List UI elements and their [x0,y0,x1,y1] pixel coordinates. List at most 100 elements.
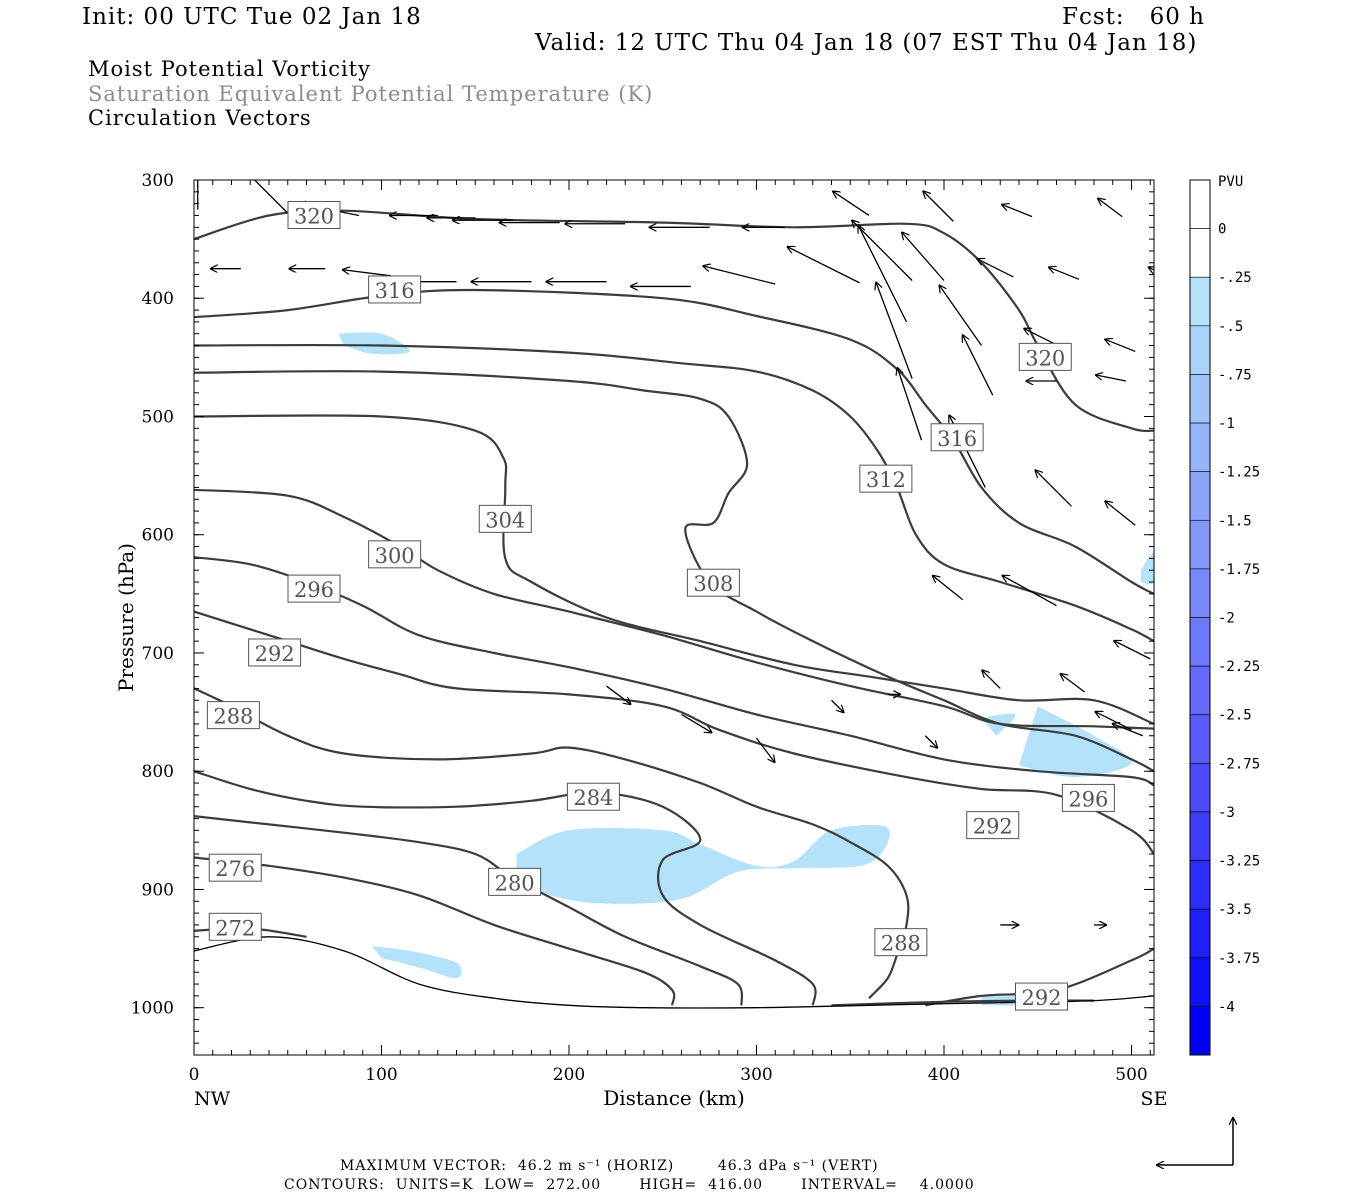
colorbar-swatch [1189,665,1211,716]
contour-line-292 [194,610,1154,855]
colorbar-label: -.25 [1218,270,1252,286]
contour-label-box [1018,342,1072,371]
contour-label-box [248,638,302,667]
contour-label-box [966,811,1020,840]
contour-label-box [874,928,928,957]
colorbar-label: -1.5 [1218,513,1252,529]
x-tick-label: 500 [1115,1065,1147,1085]
colorbar-label: -1 [1218,416,1235,432]
y-axis-title: Pressure (hPa) [114,543,138,692]
circulation-vector [755,737,775,762]
contour-label: 312 [866,468,906,492]
contour-line-284 [194,770,817,1006]
max-vector-note: MAXIMUM VECTOR: 46.2 m s⁻¹ (HORIZ) 46.3 … [340,1158,879,1174]
y-tick-label: 400 [142,289,174,309]
colorbar-label: -2 [1218,611,1235,627]
circulation-vector [1003,576,1057,607]
contour-label-box [368,540,422,569]
contour-label-box [208,912,262,941]
x-tick-label: 300 [740,1065,772,1085]
contour-label: 304 [485,508,525,532]
colorbar-swatch [1189,519,1211,570]
circulation-vector [253,180,289,214]
circulation-vector [343,270,391,277]
y-tick-label: 500 [142,407,174,427]
contour-label: 320 [294,204,334,228]
contour-line-316 [194,288,1154,595]
contour-label-box [1061,783,1115,812]
circulation-vector [1114,641,1151,660]
contour-label: 316 [375,279,415,303]
contour-label: 280 [495,871,535,895]
contour-label-box [478,504,532,533]
circulation-vector [833,191,870,217]
colorbar-label: -4 [1218,999,1235,1015]
circulation-vector [606,685,631,704]
x-tick-label: 100 [365,1065,397,1085]
valid-time: Valid: 12 UTC Thu 04 Jan 18 (07 EST Thu … [535,30,1198,56]
circulation-vector [982,670,1001,689]
contour-label-box [488,867,542,896]
colorbar-swatch [1189,325,1211,375]
contour-label: 316 [937,427,977,451]
colorbar-label: -3 [1218,805,1235,821]
colorbar-label: -2.25 [1218,659,1260,675]
circulation-vector [924,735,937,748]
circulation-vector [898,368,923,441]
contour-line-288 [194,687,910,999]
x-tick-label: 400 [928,1065,960,1085]
contour-label-box [859,464,913,493]
colorbar-label: -2.5 [1218,708,1252,724]
colorbar-swatch [1189,1006,1211,1056]
colorbar-label: -3.75 [1218,951,1260,967]
colorbar-swatch [1189,228,1211,278]
circulation-vector [1149,267,1154,279]
circulation-vector [1096,375,1127,382]
contour-line-308 [194,370,1154,773]
circulation-vector [923,191,954,222]
circulation-vector [1113,724,1143,737]
circulation-vector [933,576,964,601]
x-tick-label: 200 [553,1065,585,1085]
circulation-vector [876,283,913,379]
forecast-hour: Fcst: 60 h [1062,4,1205,30]
contour-label: 296 [294,578,334,602]
circulation-vector [681,713,712,732]
field-title-theta-es: Saturation Equivalent Potential Temperat… [88,82,654,106]
field-title-vectors: Circulation Vectors [88,106,312,130]
circulation-vector [1036,470,1072,507]
init-time: Init: 00 UTC Tue 02 Jan 18 [82,4,422,30]
colorbar-swatch [1189,276,1211,327]
contour-labels: 320 320 316 316 312 308 304 300 296 292 288 288 284 2… [206,200,1115,1011]
contour-label-box [206,701,260,730]
colorbar-label: -3.25 [1218,854,1260,870]
pv-shading-layer [338,332,1154,1006]
contour-label: 292 [255,642,295,666]
terrain-line [194,936,1154,1009]
colorbar-swatch [1189,714,1211,764]
colorbar-label: -.75 [1218,367,1252,383]
pv-region-1 [516,824,890,904]
circulation-vector [1061,674,1086,693]
contour-line-320 [194,209,1154,433]
x-end-label-left: NW [194,1088,231,1110]
contour-label: 300 [375,544,415,568]
contour-label: 320 [1025,346,1065,370]
circulation-vector [1002,205,1033,218]
reference-vector-legend [1157,1118,1233,1165]
pv-region-6 [1140,552,1154,585]
circulation-vector [963,335,994,396]
colorbar-swatch [1189,471,1211,521]
circulation-vector [1098,199,1123,218]
colorbar-swatch [1189,908,1211,959]
pv-region-2 [372,946,462,979]
contour-label-box [930,423,984,452]
circulation-vector [977,259,1014,278]
pv-region-5 [1019,706,1132,778]
colorbar-swatch [1189,568,1211,618]
circulation-vector [831,699,844,712]
circulation-vector [1105,501,1136,526]
contour-info-note: CONTOURS: UNITS=K LOW= 272.00 HIGH= 416.… [284,1177,975,1193]
circulation-vector [703,266,776,285]
